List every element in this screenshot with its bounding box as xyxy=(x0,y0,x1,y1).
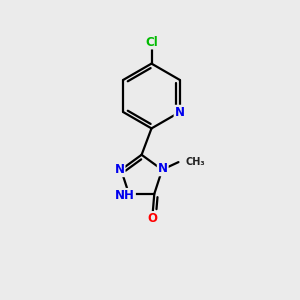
Text: CH₃: CH₃ xyxy=(185,157,205,166)
Text: N: N xyxy=(115,163,124,176)
Text: N: N xyxy=(175,106,184,119)
Text: O: O xyxy=(148,212,158,225)
Text: N: N xyxy=(158,162,168,175)
Text: Cl: Cl xyxy=(145,35,158,49)
Text: NH: NH xyxy=(115,189,135,202)
